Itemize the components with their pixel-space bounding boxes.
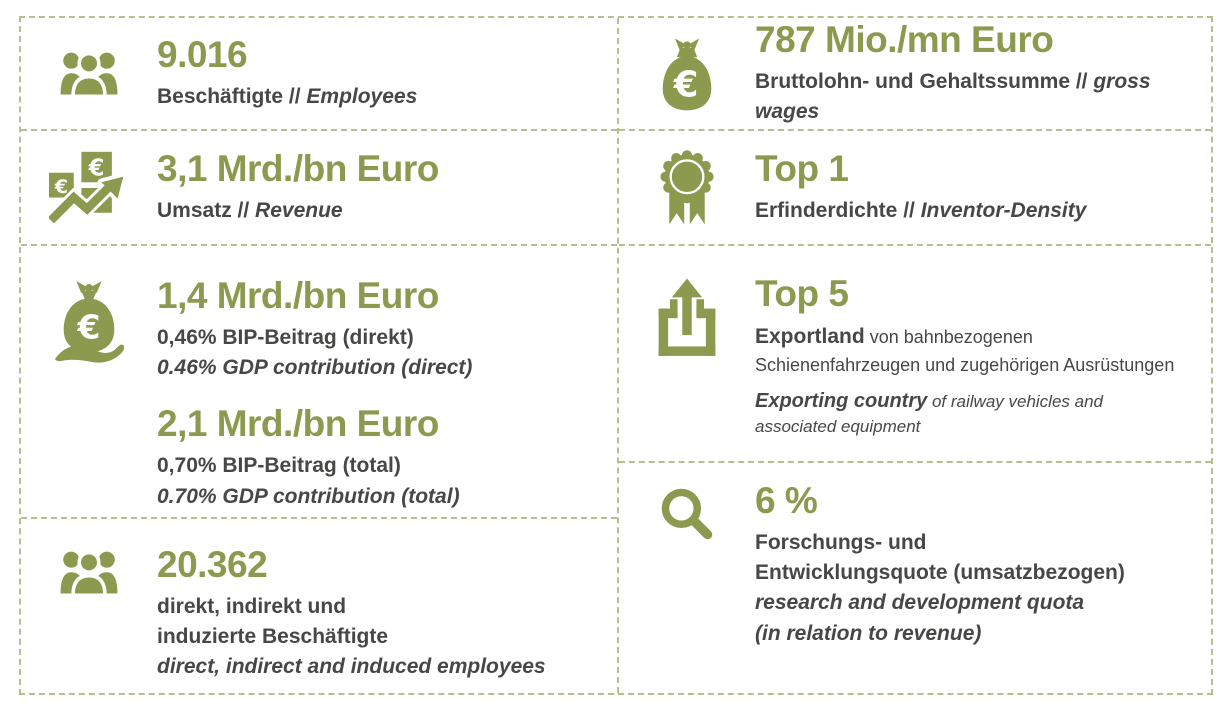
stat-employees: 9.016 Beschäftigte // Employees — [21, 18, 617, 131]
label-en: Employees — [306, 84, 418, 108]
people-group-icon — [60, 50, 118, 98]
stat-value: 787 Mio./mn Euro — [755, 18, 1054, 60]
label-en-line2: associated equipment — [755, 417, 921, 437]
label-en-line2: (in relation to revenue) — [755, 621, 982, 645]
svg-text:€: € — [76, 308, 100, 347]
stat-value: 9.016 — [157, 33, 248, 75]
label-de: Erfinderdichte // — [755, 198, 915, 222]
stat-value: 3,1 Mrd./bn Euro — [157, 147, 439, 189]
svg-text:€: € — [673, 64, 699, 105]
label-en-rest: of railway vehicles and — [931, 392, 1103, 412]
stat-value-direct: 1,4 Mrd./bn Euro — [157, 275, 439, 316]
label-de-bold: Exportland — [755, 324, 865, 348]
label-de-total: 0,70% BIP-Beitrag (total) — [157, 454, 401, 478]
label-en-direct: 0.46% GDP contribution (direct) — [157, 356, 473, 380]
label-de-direct: 0,46% BIP-Beitrag (direkt) — [157, 325, 414, 349]
label-de-line1: direkt, indirekt und — [157, 594, 347, 618]
label-en-line1: research and development quota — [755, 591, 1085, 615]
label-de: Bruttolohn- und Gehaltssumme // — [755, 69, 1088, 93]
label-de-rest: von bahnbezogenen — [869, 326, 1033, 347]
stat-value: Top 1 — [755, 147, 849, 189]
award-rosette-icon — [653, 146, 721, 230]
label-en: Inventor-Density — [920, 198, 1087, 222]
label-de-line2: Entwicklungsquote (umsatzbezogen) — [755, 561, 1125, 585]
money-bag-hand-icon: € — [52, 280, 126, 366]
export-box-icon — [653, 278, 721, 362]
euro-notes-growth-icon: € € — [49, 148, 129, 228]
stat-gross-wages: € 787 Mio./mn Euro Bruttolohn- und Gehal… — [619, 18, 1211, 131]
svg-text:€: € — [88, 155, 105, 181]
stat-inventor-density: Top 1 Erfinderdichte // Inventor-Density — [619, 131, 1211, 246]
money-bag-icon: € — [659, 36, 715, 112]
stat-revenue: € € 3,1 Mrd./bn Euro Umsatz // Revenue — [21, 131, 617, 246]
stat-value: 6 % — [755, 480, 818, 521]
label-de: Umsatz // — [157, 198, 250, 222]
stat-value: Top 5 — [755, 273, 849, 314]
infographic-board: 9.016 Beschäftigte // Employees € — [19, 16, 1213, 695]
right-column: € 787 Mio./mn Euro Bruttolohn- und Gehal… — [619, 18, 1211, 693]
left-column: 9.016 Beschäftigte // Employees € — [21, 18, 619, 693]
stat-value: 20.362 — [157, 544, 268, 585]
label-en: direct, indirect and induced employees — [157, 655, 546, 679]
svg-text:€: € — [54, 175, 68, 197]
label-de-line1: Forschungs- und — [755, 530, 927, 554]
stat-total-employees: 20.362 direkt, indirekt und induzierte B… — [21, 519, 617, 693]
stat-gdp-contribution: € 1,4 Mrd./bn Euro 0,46% BIP-Beitrag (di… — [21, 246, 617, 519]
stat-export-country: Top 5 Exportland von bahnbezogenen Schie… — [619, 246, 1211, 463]
label-de-line2: induzierte Beschäftigte — [157, 625, 389, 649]
stat-rnd-quota: 6 % Forschungs- und Entwicklungsquote (u… — [619, 463, 1211, 693]
label-en-total: 0.70% GDP contribution (total) — [157, 484, 460, 508]
people-group-icon — [60, 549, 118, 597]
label-en: Revenue — [255, 198, 343, 222]
label-en: gross wages — [755, 69, 1151, 123]
magnifier-icon — [658, 485, 716, 543]
label-en-bold: Exporting country — [755, 390, 928, 413]
stat-value-total: 2,1 Mrd./bn Euro — [157, 403, 439, 445]
label-de: Beschäftigte // — [157, 84, 301, 108]
label-de-line2: Schienenfahrzeugen und zugehörigen Ausrü… — [755, 355, 1175, 376]
